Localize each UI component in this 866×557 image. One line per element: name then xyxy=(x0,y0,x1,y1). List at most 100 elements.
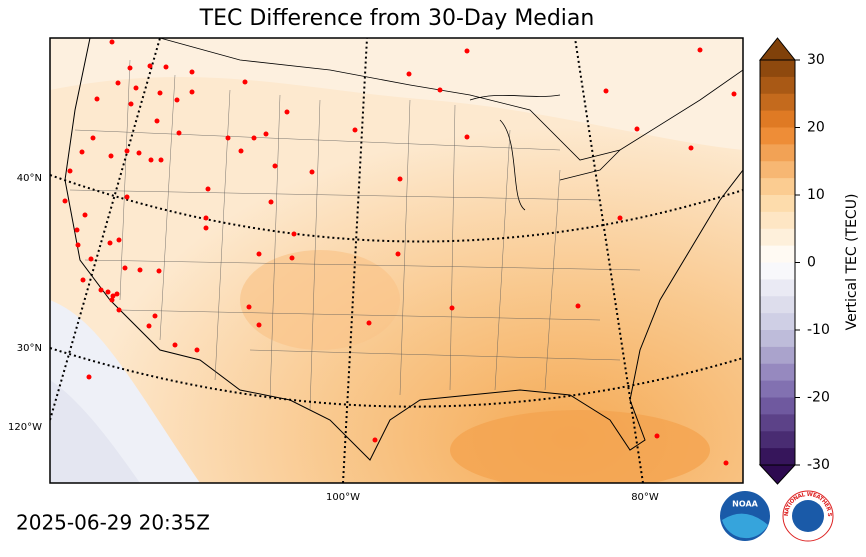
station-dot xyxy=(176,130,182,136)
colorbar-band xyxy=(760,110,795,128)
colorbar-band xyxy=(760,245,795,263)
station-dot xyxy=(94,96,100,102)
station-dot xyxy=(137,267,143,273)
station-dot xyxy=(251,135,257,141)
colorbar-tick-label: -10 xyxy=(807,322,830,338)
station-dot xyxy=(291,231,297,237)
station-dot xyxy=(731,91,737,97)
colorbar-tick-label: 30 xyxy=(807,52,825,68)
station-dot xyxy=(688,145,694,151)
station-dot xyxy=(654,433,660,439)
station-dot xyxy=(449,305,455,311)
colorbar-band xyxy=(760,228,795,247)
station-dot xyxy=(75,242,81,248)
station-dot xyxy=(575,303,581,309)
lat-label: 40°N xyxy=(17,173,42,184)
station-dot xyxy=(124,194,130,200)
station-dot xyxy=(105,289,111,295)
colorbar-tick-label: 0 xyxy=(807,255,816,271)
station-dot xyxy=(238,148,244,154)
station-dot xyxy=(174,97,180,103)
station-dot xyxy=(406,71,412,77)
station-dot xyxy=(133,85,139,91)
station-dot xyxy=(124,148,130,154)
map-frame xyxy=(49,37,744,484)
station-dot xyxy=(107,240,113,246)
station-dot xyxy=(189,89,195,95)
colorbar-band xyxy=(760,60,795,78)
station-dot xyxy=(156,268,162,274)
colorbar-band xyxy=(760,363,795,382)
lon-label: 100°W xyxy=(326,492,360,503)
colorbar-band xyxy=(760,296,795,314)
colorbar-band xyxy=(760,178,795,196)
title: TEC Difference from 30-Day Median xyxy=(199,6,595,31)
station-dot xyxy=(128,101,134,107)
station-dot xyxy=(289,255,295,261)
station-dot xyxy=(80,277,86,283)
colorbar-tick-label: -30 xyxy=(807,457,830,473)
station-dot xyxy=(437,87,443,93)
station-dot xyxy=(172,342,178,348)
station-dot xyxy=(116,307,122,313)
station-dot xyxy=(268,199,274,205)
station-dot xyxy=(108,153,114,159)
lat-label: 30°N xyxy=(17,343,42,354)
station-dot xyxy=(158,157,164,163)
station-dot xyxy=(256,251,262,257)
colorbar-bottom xyxy=(758,464,797,485)
colorbar-band xyxy=(760,144,795,162)
station-dot xyxy=(309,169,315,175)
station-dot xyxy=(79,149,85,155)
colorbar-band xyxy=(760,448,795,466)
station-dot xyxy=(203,215,209,221)
timestamp: 2025-06-29 20:35Z xyxy=(16,511,210,535)
station-dot xyxy=(464,134,470,140)
station-dot xyxy=(114,291,120,297)
station-dot xyxy=(148,157,154,163)
station-dot xyxy=(263,131,269,137)
station-dot xyxy=(284,109,290,115)
station-dot xyxy=(116,237,122,243)
station-dot xyxy=(697,47,703,53)
station-dot xyxy=(723,460,729,466)
station-dot xyxy=(62,198,68,204)
noaa-text: NOAA xyxy=(732,500,758,509)
colorbar-band xyxy=(760,431,795,449)
station-dot xyxy=(67,168,73,174)
colorbar-band xyxy=(760,279,795,297)
station-dot xyxy=(127,65,133,71)
colorbar-band xyxy=(760,195,795,213)
colorbar-band xyxy=(760,211,795,230)
lon-label: 80°W xyxy=(631,492,659,503)
colorbar-tick-label: 20 xyxy=(807,120,825,136)
station-dot xyxy=(352,127,358,133)
station-dot xyxy=(464,48,470,54)
colorbar-band xyxy=(760,127,795,145)
colorbar-tick-label: -20 xyxy=(807,390,830,406)
station-dot xyxy=(157,90,163,96)
station-dot xyxy=(88,256,94,262)
station-dot xyxy=(194,347,200,353)
station-dot xyxy=(242,79,248,85)
colorbar-band xyxy=(760,93,795,112)
station-dot xyxy=(617,215,623,221)
station-dot xyxy=(74,227,80,233)
colorbar-band xyxy=(760,397,795,415)
station-dot xyxy=(366,320,372,326)
station-dot xyxy=(205,186,211,192)
noaa-logo: NOAA xyxy=(720,491,770,541)
colorbar: 30 20 10 0 -10 -20 -30 xyxy=(758,37,830,485)
colorbar-band xyxy=(760,414,795,432)
station-dot xyxy=(256,322,262,328)
colorbar-band xyxy=(760,380,795,398)
station-dot xyxy=(146,323,152,329)
colorbar-band xyxy=(760,330,795,348)
colorbar-label: Vertical TEC (TECU) xyxy=(844,194,860,331)
station-dot xyxy=(110,293,116,299)
colorbar-band xyxy=(760,346,795,365)
station-dot xyxy=(90,135,96,141)
colorbar-band xyxy=(760,313,795,331)
station-dot xyxy=(147,63,153,69)
colorbar-tick-label: 10 xyxy=(807,187,825,203)
